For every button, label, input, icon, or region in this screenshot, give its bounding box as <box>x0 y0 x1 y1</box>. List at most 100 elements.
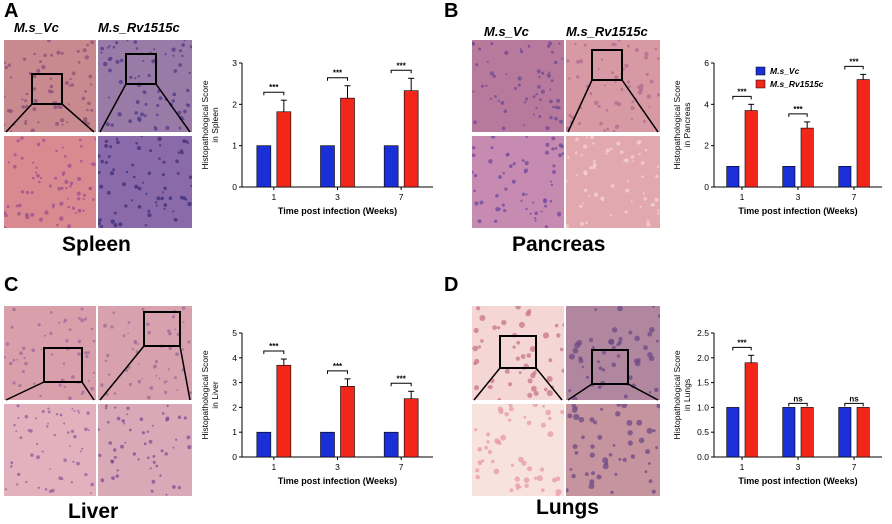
panel-letter-c: C <box>4 274 19 296</box>
y-tick-label: 1 <box>232 427 237 437</box>
significance-bracket <box>844 402 864 407</box>
y-tick-label: 4 <box>232 353 237 363</box>
bar-rv1515c <box>744 362 758 458</box>
legend-swatch <box>755 66 766 76</box>
significance-bracket <box>327 77 348 81</box>
significance-label: ns <box>849 394 859 403</box>
y-tick-label: 0 <box>704 182 709 192</box>
liver-bar-chart: Histopathological Scorein Liver 0 1 2 3 4 5 ***… <box>200 328 433 486</box>
bar-rv1515c <box>276 364 292 458</box>
bar-vc <box>782 166 796 188</box>
bar-rv1515c <box>856 407 870 458</box>
bar-vc <box>383 431 399 458</box>
liver-histology-image <box>4 306 192 496</box>
bar-rv1515c <box>340 386 355 458</box>
y-tick-label: 2 <box>232 402 237 412</box>
bar-rv1515c <box>340 97 355 188</box>
panel-letter-a: A <box>4 0 19 22</box>
bar-rv1515c <box>856 79 870 188</box>
y-axis-label: Histopathological Scorein Liver <box>200 350 220 440</box>
zoom-box-vc <box>43 347 83 383</box>
bar-rv1515c <box>800 127 814 188</box>
lung-histology-image <box>472 306 660 496</box>
y-tick-label: 2.0 <box>697 353 709 363</box>
y-tick-label: 0.0 <box>697 452 709 462</box>
significance-label: *** <box>269 83 279 92</box>
x-tick-label: 1 <box>271 462 276 472</box>
y-tick-label: 1.0 <box>697 402 709 412</box>
column-label-rv1515c: M.s_Rv1515c <box>98 20 180 35</box>
spleen-bar-chart: Histopathological Scorein Spleen 0 1 2 3 *** 1… <box>200 58 433 216</box>
x-tick-label: 3 <box>335 462 340 472</box>
bar-vc <box>726 407 740 458</box>
x-axis-label: Time post infection (Weeks) <box>738 476 857 486</box>
significance-label: *** <box>737 87 747 96</box>
significance-label: *** <box>269 342 279 351</box>
x-tick-label: 1 <box>740 462 745 472</box>
organ-label-liver: Liver <box>68 500 119 523</box>
significance-bracket <box>788 113 808 117</box>
x-axis-label: Time post infection (Weeks) <box>738 206 857 216</box>
significance-label: ns <box>793 394 803 403</box>
bar-vc <box>320 431 335 458</box>
y-tick-label: 6 <box>704 58 709 68</box>
y-tick-label: 1 <box>232 141 237 151</box>
y-tick-label: 4 <box>704 99 709 109</box>
zoom-box-vc <box>499 335 537 369</box>
bar-rv1515c <box>403 398 419 458</box>
column-label-rv1515c: M.s_Rv1515c <box>566 24 648 39</box>
y-tick-label: 2 <box>232 99 237 109</box>
spleen-histology-image <box>4 40 192 228</box>
significance-bracket <box>788 402 808 407</box>
panel-letter-b: B <box>444 0 459 22</box>
x-tick-label: 7 <box>852 462 857 472</box>
column-label-vc: M.s_Vc <box>14 20 59 35</box>
bar-rv1515c <box>744 110 758 188</box>
pancreas-histology-image <box>472 40 660 228</box>
y-tick-label: 0.5 <box>697 427 709 437</box>
x-axis-label: Time post infection (Weeks) <box>278 206 397 216</box>
bar-vc <box>256 145 272 188</box>
significance-label: *** <box>333 362 343 371</box>
zoom-box-rv <box>591 349 629 385</box>
y-tick-label: 0 <box>232 452 237 462</box>
y-tick-label: 2 <box>704 141 709 151</box>
panel-letter-d: D <box>444 274 459 296</box>
legend-label: M.s_Rv1515c <box>770 79 824 89</box>
significance-label: *** <box>737 338 747 347</box>
significance-label: *** <box>396 374 406 383</box>
x-axis-label: Time post infection (Weeks) <box>278 476 397 486</box>
organ-label-lungs: Lungs <box>536 496 599 519</box>
significance-bracket <box>844 65 864 70</box>
y-tick-label: 2.5 <box>697 328 709 338</box>
bar-rv1515c <box>800 407 814 458</box>
zoom-box-rv <box>143 311 181 347</box>
y-axis-label: Histopathological Scorein Lungs <box>672 350 692 440</box>
x-tick-label: 1 <box>271 192 276 202</box>
y-tick-label: 0 <box>232 182 237 192</box>
bar-vc <box>838 407 852 458</box>
x-tick-label: 3 <box>796 192 801 202</box>
bar-vc <box>320 145 335 188</box>
y-tick-label: 5 <box>232 328 237 338</box>
significance-label: *** <box>793 105 803 114</box>
significance-label: *** <box>396 61 406 70</box>
bar-vc <box>383 145 399 188</box>
bar-vc <box>256 431 272 458</box>
x-tick-label: 7 <box>399 192 404 202</box>
x-tick-label: 1 <box>740 192 745 202</box>
significance-bracket <box>263 350 285 355</box>
y-tick-label: 3 <box>232 58 237 68</box>
zoom-box-rv <box>591 49 623 81</box>
x-tick-label: 7 <box>399 462 404 472</box>
y-axis-label: Histopathological Scorein Spleen <box>200 80 220 170</box>
zoom-box-rv <box>125 53 157 85</box>
significance-bracket <box>263 91 285 96</box>
bar-rv1515c <box>403 90 419 188</box>
y-axis-label: Histopathological Scorein Pancreas <box>672 80 692 170</box>
bar-rv1515c <box>276 111 292 188</box>
significance-bracket <box>390 382 412 387</box>
bar-vc <box>726 166 740 188</box>
lungs-bar-chart: Histopathological Scorein Lungs 0.0 0.5 1.0… <box>672 328 882 486</box>
y-tick-label: 3 <box>232 378 237 388</box>
